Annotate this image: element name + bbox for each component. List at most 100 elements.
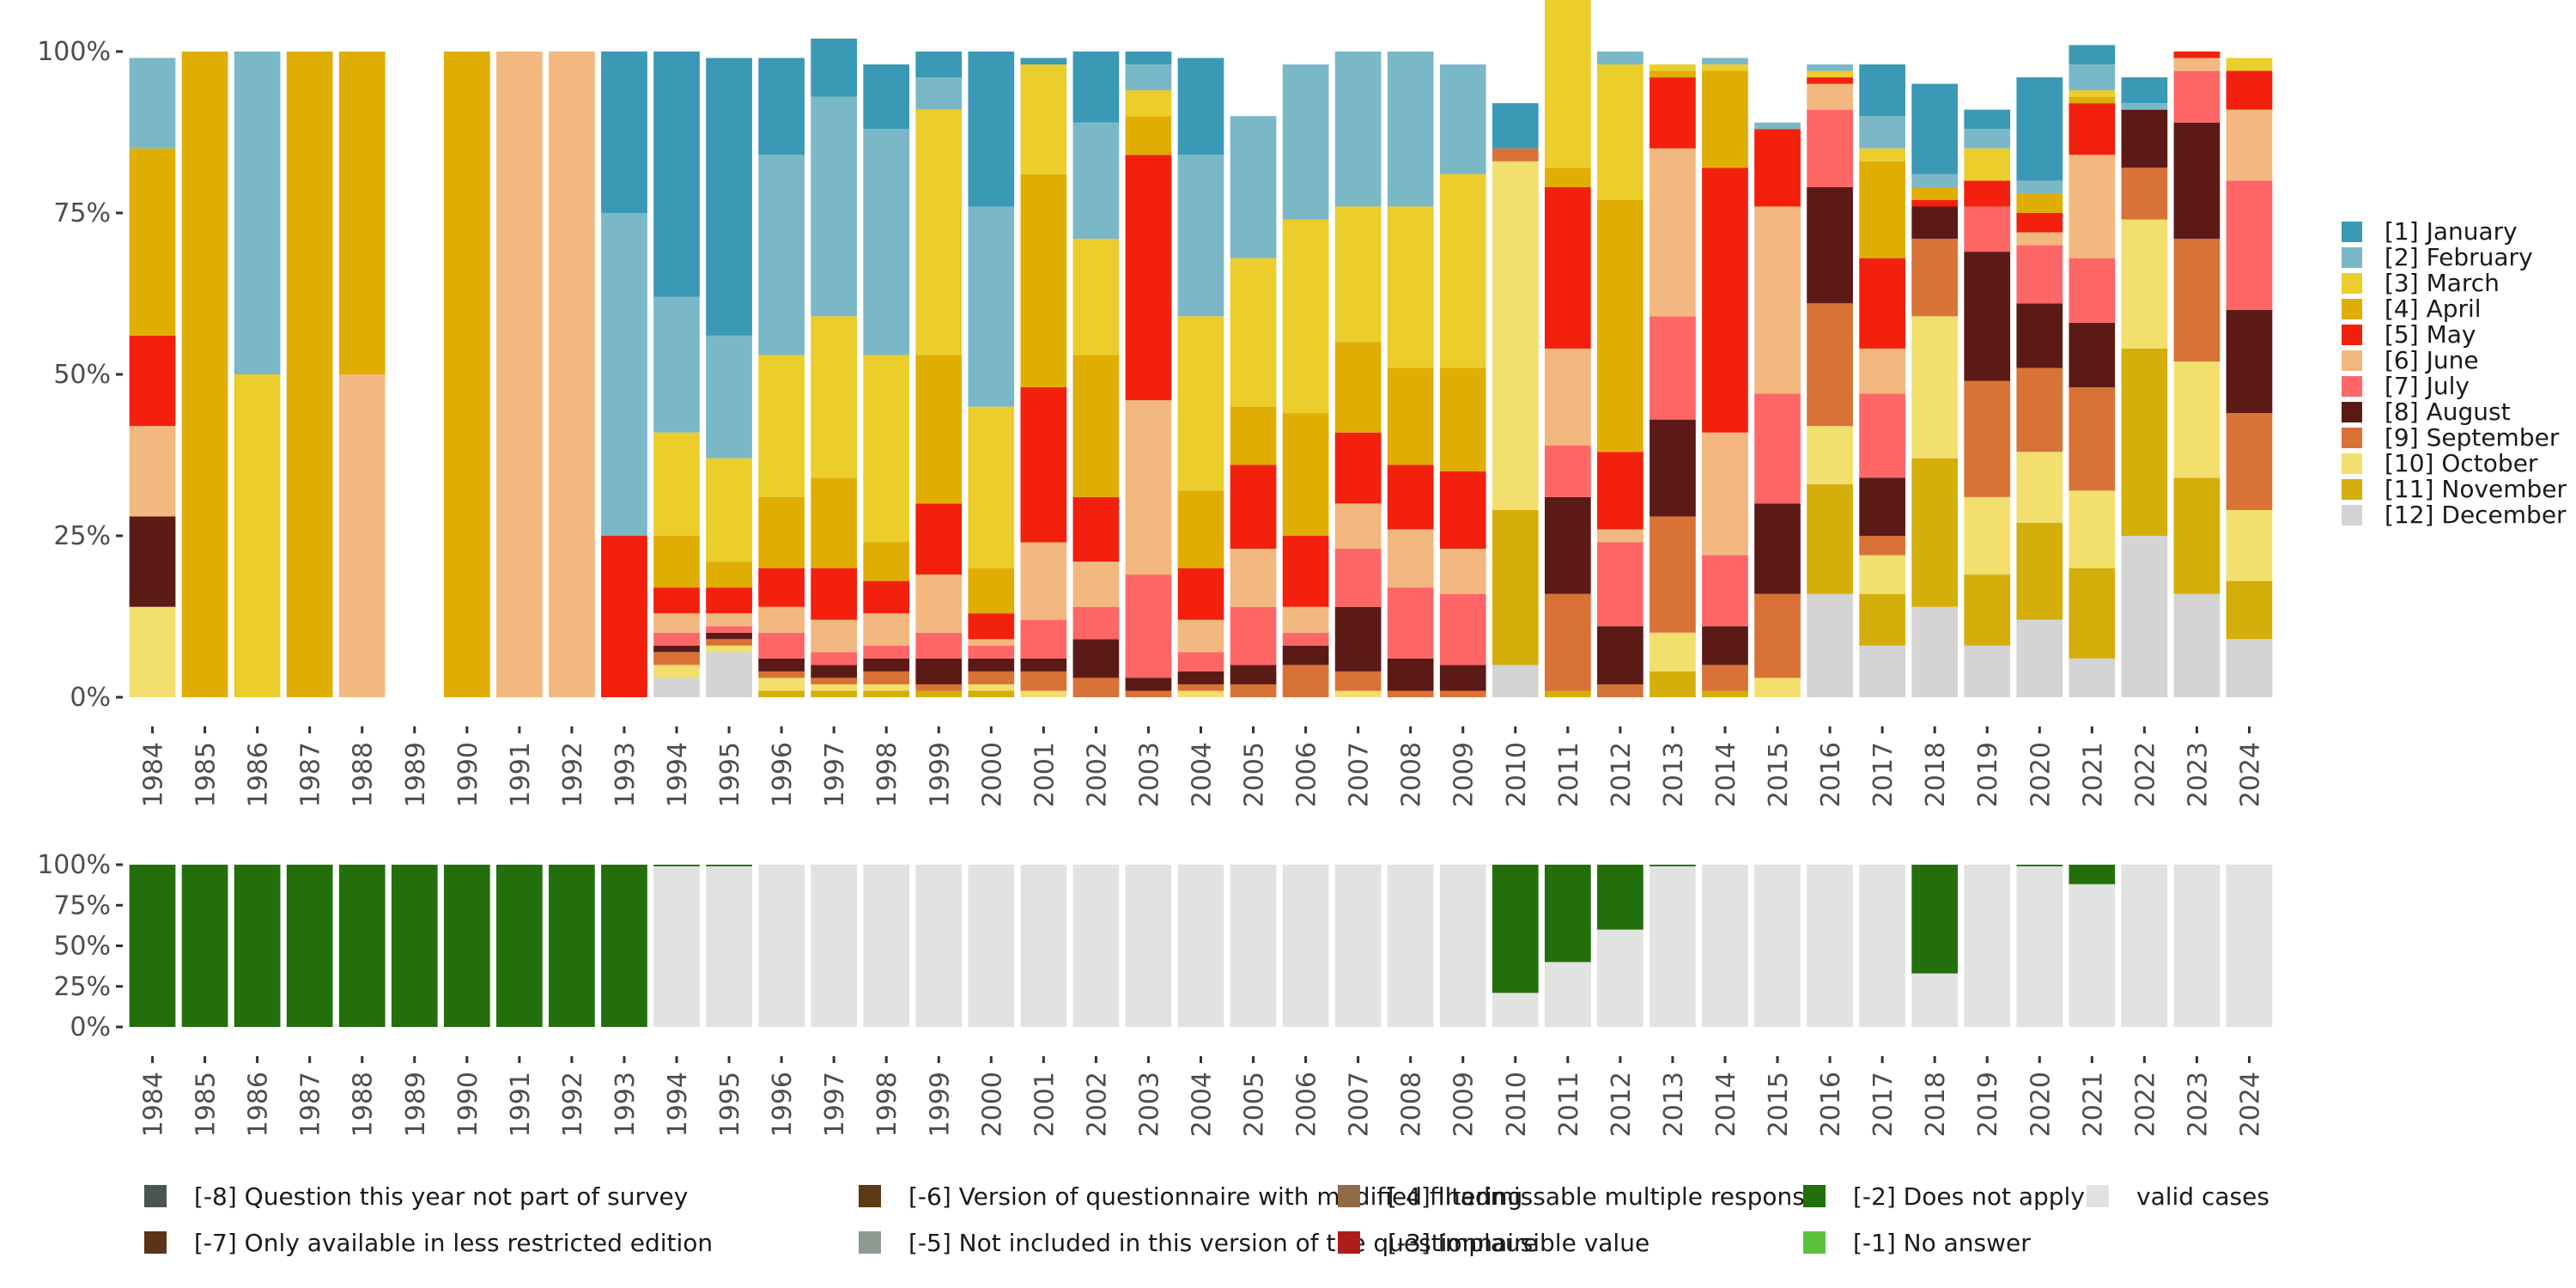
- x-tick-label: 2015: [1764, 742, 1794, 807]
- bar-segment-1994-series-4: [653, 645, 700, 653]
- bar-segment-1991-series-6: [496, 52, 543, 697]
- bar-segment-2009-series-5: [1439, 593, 1486, 665]
- bar-segment-2004-series-0: [1177, 865, 1224, 1027]
- bar-segment-2003-series-6: [1125, 400, 1172, 575]
- bar-segment-2001-series-0: [1020, 865, 1067, 1027]
- bar-segment-2012-series-1: [1597, 865, 1643, 930]
- legend-key-bottom: [859, 1231, 881, 1254]
- bar-segment-2015-series-10: [1754, 122, 1801, 130]
- bar-segment-1999-series-8: [915, 355, 963, 504]
- bar-segment-1997-series-3: [811, 677, 858, 684]
- bar-segment-2022-series-1: [2121, 348, 2168, 536]
- bar-segment-1995-series-4: [706, 632, 752, 640]
- x-tick-label: 1985: [191, 1072, 222, 1137]
- bar-segment-2021-series-6: [2069, 155, 2116, 258]
- bar-segment-2001-series-9: [1020, 64, 1067, 174]
- legend-label-bottom: [-7] Only available in less restricted e…: [194, 1229, 713, 1257]
- bar-segment-1986-series-10: [234, 52, 281, 374]
- bar-segment-1995-series-8: [706, 562, 752, 588]
- x-tick-label: 1995: [715, 742, 745, 807]
- x-tick-label: 1993: [611, 742, 641, 807]
- x-tick-label: 1990: [453, 742, 483, 807]
- bar-segment-2019-series-0: [1964, 865, 2011, 1027]
- bar-segment-2015-series-4: [1754, 503, 1801, 594]
- legend-label-top: [6] June: [2385, 346, 2479, 374]
- bar-segment-2021-series-7: [2069, 103, 2116, 155]
- bar-segment-2002-series-8: [1072, 355, 1120, 497]
- bar-segment-2017-series-9: [1859, 148, 1905, 161]
- bar-segment-2013-series-8: [1649, 70, 1696, 78]
- bar-segment-2022-series-2: [2121, 219, 2168, 349]
- bar-segment-2023-series-7: [2173, 52, 2221, 58]
- bar-segment-2021-series-5: [2069, 258, 2116, 323]
- bar-segment-1997-series-8: [811, 477, 858, 568]
- x-tick-label: 2015: [1764, 1072, 1794, 1137]
- legend-label-bottom: valid cases: [2136, 1182, 2269, 1211]
- bar-segment-1995-series-0: [706, 652, 752, 697]
- bar-segment-2023-series-4: [2173, 122, 2221, 240]
- x-tick-label: 2011: [1554, 1072, 1584, 1137]
- bar-segment-2014-series-9: [1702, 64, 1748, 71]
- bar-segment-2008-series-6: [1387, 529, 1434, 588]
- bar-segment-2007-series-4: [1334, 606, 1382, 671]
- bar-segment-1996-series-5: [758, 632, 805, 659]
- x-tick-label: 1995: [715, 1072, 745, 1137]
- x-tick-label: 1994: [663, 742, 693, 807]
- bar-segment-1999-series-11: [915, 52, 963, 78]
- bar-segment-1999-series-3: [915, 683, 963, 691]
- bar-segment-2021-series-10: [2069, 64, 2116, 91]
- bar-segment-2017-series-1: [1859, 593, 1905, 646]
- bar-segment-1998-series-7: [863, 580, 910, 614]
- bar-segment-2022-series-10: [2121, 103, 2168, 110]
- legend-key-bottom: [1803, 1231, 1826, 1254]
- bar-segment-2017-series-7: [1859, 258, 1905, 349]
- bar-segment-2003-series-5: [1125, 574, 1172, 678]
- bar-segment-2020-series-0: [2016, 866, 2063, 1027]
- x-tick-label: 2012: [1607, 742, 1637, 807]
- bar-segment-2006-series-9: [1282, 219, 1329, 414]
- bar-segment-2005-series-5: [1230, 606, 1277, 665]
- bar-segment-1995-series-0: [706, 866, 752, 1027]
- bar-segment-1990-series-1: [443, 865, 490, 1027]
- bar-segment-2001-series-6: [1020, 542, 1067, 620]
- bar-segment-2013-series-4: [1649, 419, 1696, 517]
- bar-segment-1998-series-9: [863, 355, 910, 543]
- bar-segment-2008-series-10: [1387, 52, 1434, 207]
- x-tick-label: 1991: [506, 742, 536, 807]
- bar-segment-1994-series-10: [653, 296, 700, 433]
- bar-segment-1996-series-0: [758, 865, 805, 1027]
- bar-segment-2009-series-7: [1439, 471, 1486, 550]
- x-tick-label: 2003: [1134, 742, 1164, 807]
- bar-segment-2022-series-3: [2121, 167, 2168, 220]
- bar-segment-2000-series-9: [968, 406, 1015, 568]
- bar-segment-1993-series-7: [601, 536, 647, 697]
- bar-segment-1999-series-5: [915, 632, 963, 659]
- y-tick-label: 100%: [37, 850, 111, 880]
- bar-segment-1997-series-0: [811, 865, 858, 1027]
- x-tick-label: 1988: [349, 742, 379, 807]
- x-tick-label: 2014: [1711, 1072, 1741, 1137]
- legend-key-top: [2342, 299, 2362, 319]
- bar-segment-2002-series-7: [1072, 496, 1120, 562]
- x-tick-label: 2011: [1554, 742, 1584, 807]
- bar-segment-2000-series-1: [968, 690, 1015, 697]
- bar-segment-1995-series-7: [706, 587, 752, 614]
- x-tick-label: 1996: [768, 742, 798, 807]
- bar-segment-2023-series-3: [2173, 239, 2221, 361]
- bar-segment-2016-series-3: [1807, 303, 1853, 427]
- bar-segment-2003-series-10: [1125, 64, 1172, 91]
- bar-segment-2016-series-1: [1807, 483, 1853, 594]
- bar-segment-2010-series-0: [1492, 993, 1539, 1027]
- bar-segment-2008-series-7: [1387, 465, 1434, 530]
- bar-segment-2012-series-7: [1597, 452, 1643, 530]
- bar-segment-1998-series-4: [863, 658, 910, 671]
- bar-segment-2018-series-7: [1911, 199, 1959, 207]
- bar-segment-2019-series-7: [1964, 180, 2011, 207]
- bar-segment-2015-series-6: [1754, 206, 1801, 394]
- x-tick-label: 2000: [977, 742, 1007, 807]
- bar-segment-2003-series-0: [1125, 865, 1172, 1027]
- bottom-chart-legend: [-8] Question this year not part of surv…: [144, 1182, 2269, 1257]
- bar-segment-2019-series-4: [1964, 252, 2011, 381]
- bar-segment-2010-series-11: [1492, 103, 1539, 149]
- bar-segment-1990-series-8: [443, 52, 490, 697]
